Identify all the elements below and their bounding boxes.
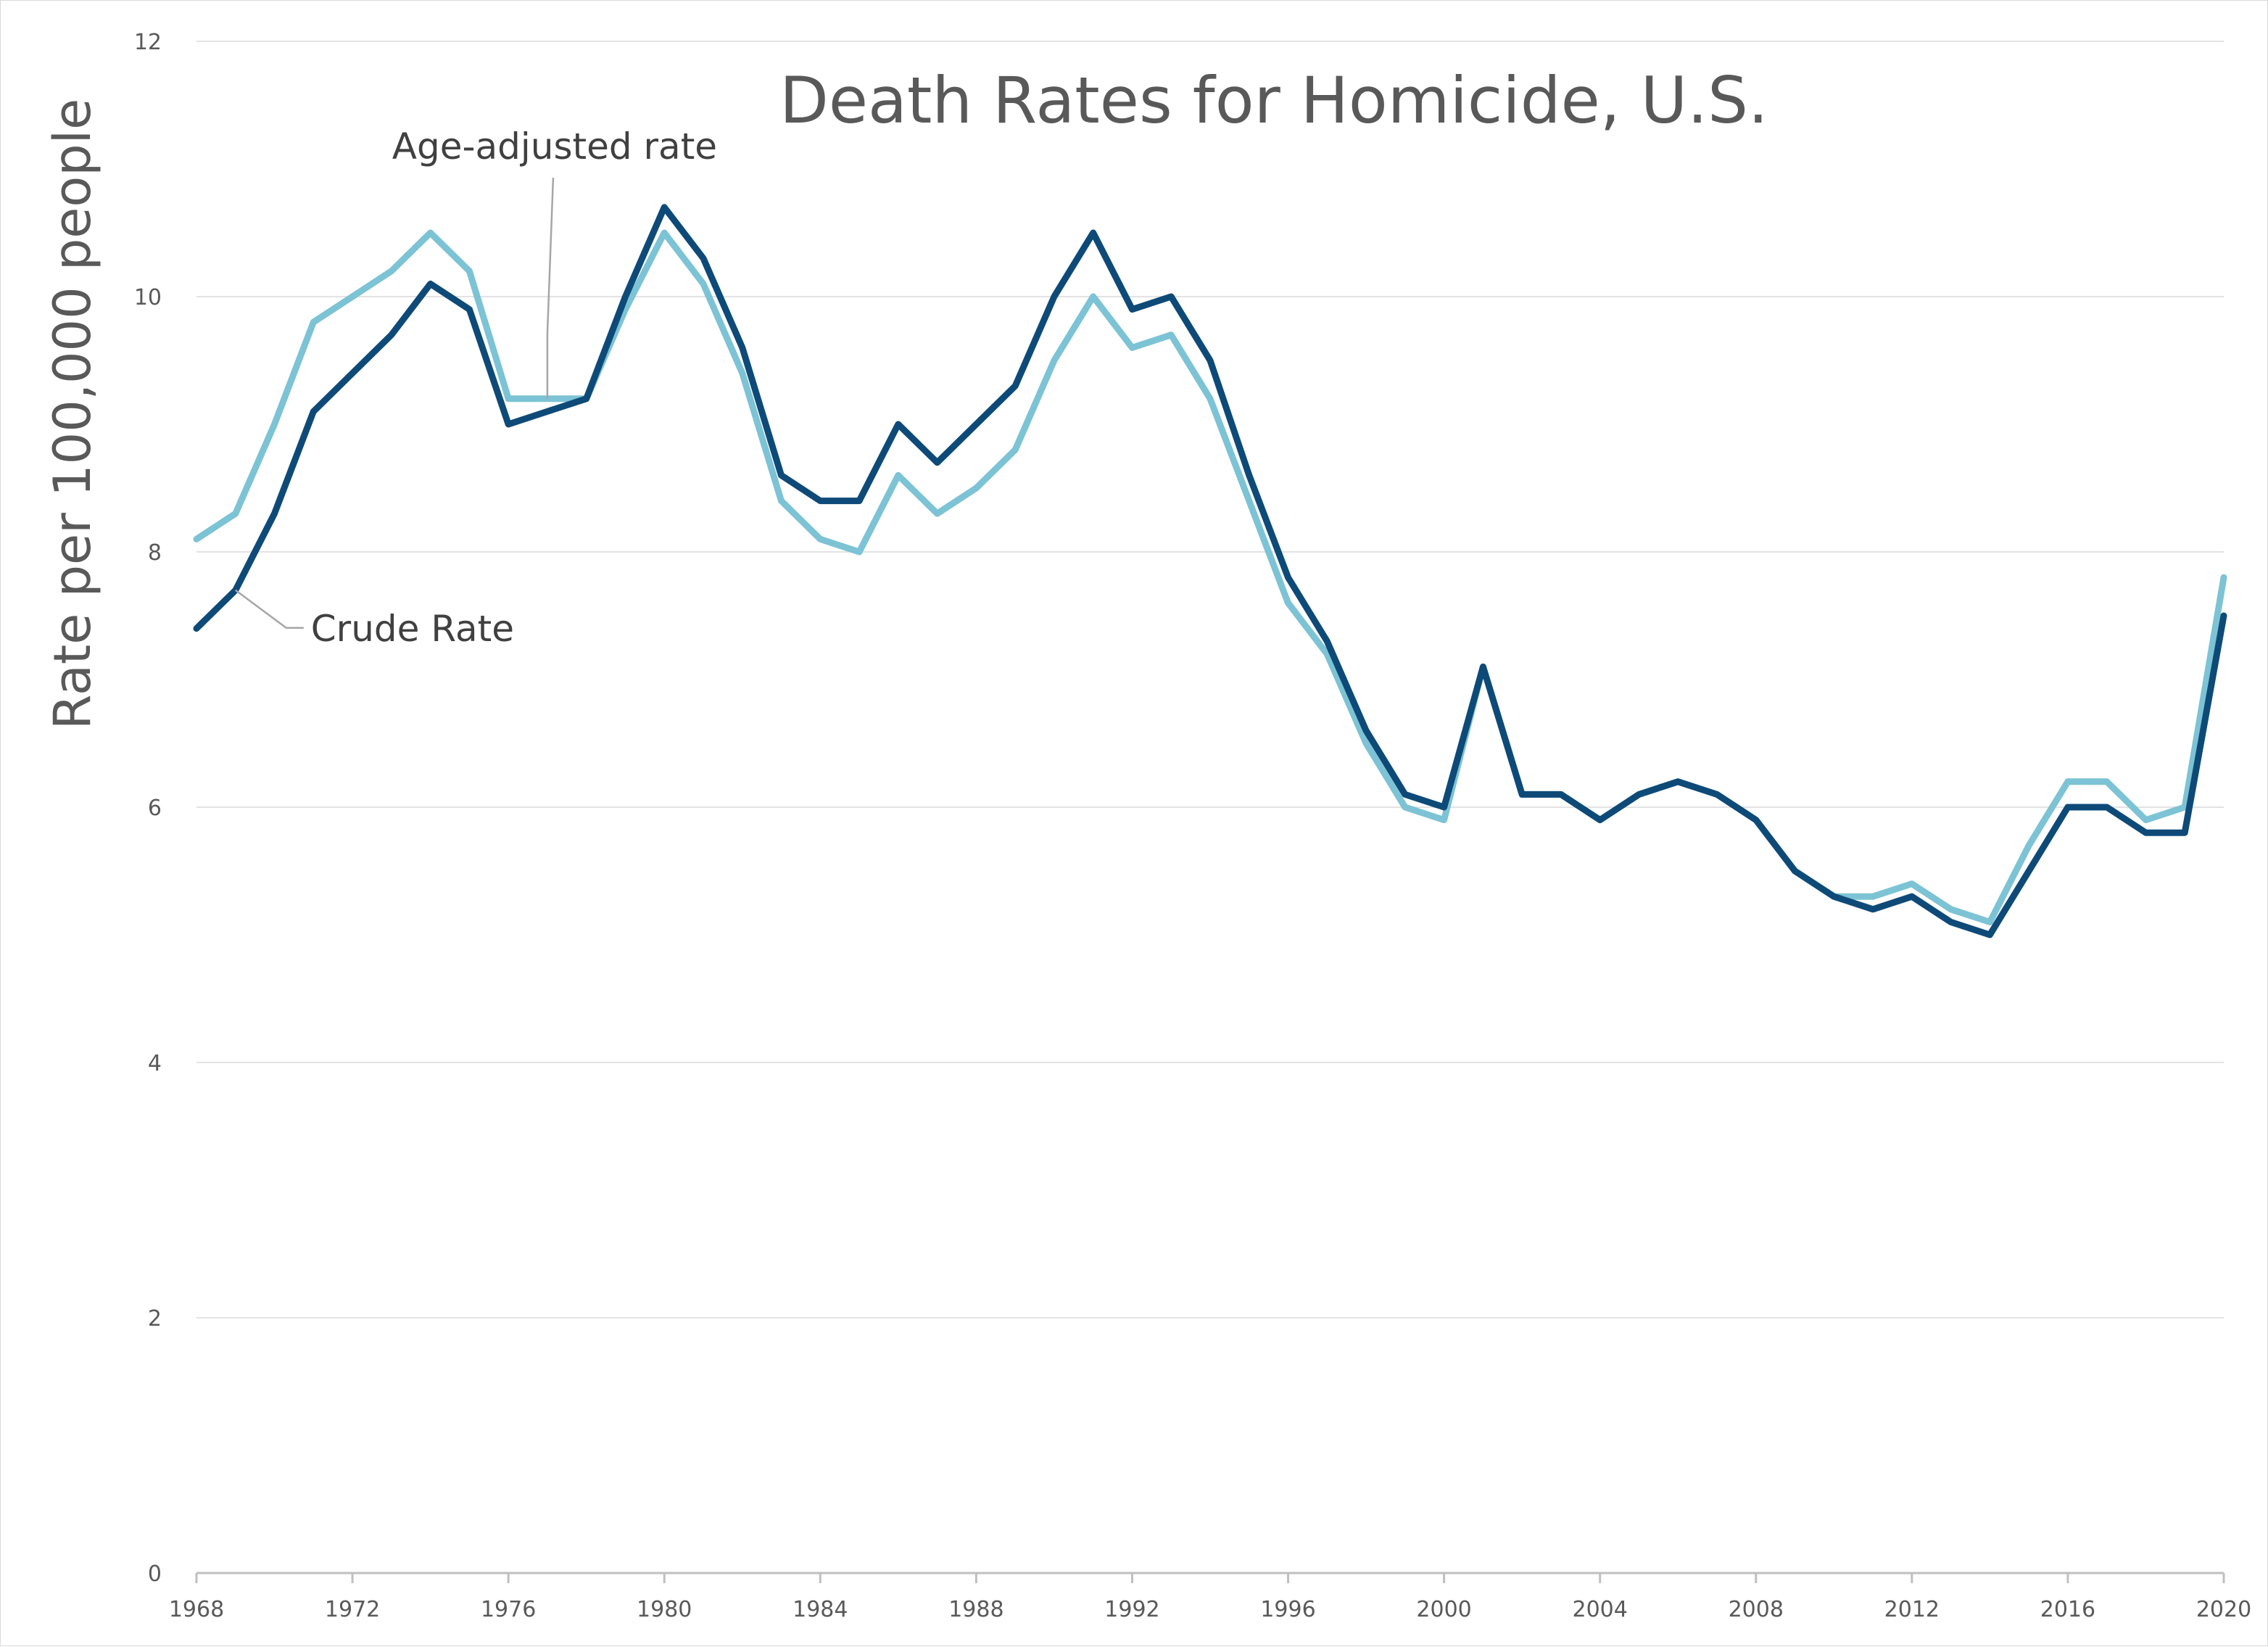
annotation-age-adjusted-rate: Age-adjusted rate: [392, 125, 717, 168]
series-lines: [193, 204, 2227, 938]
x-tick-label: 2000: [1416, 1597, 1471, 1622]
x-tick-label: 1984: [792, 1597, 848, 1622]
gridlines: [196, 41, 2224, 1318]
series-line-age-adjusted-rate: [193, 229, 2227, 925]
x-tick-label: 1996: [1260, 1597, 1315, 1622]
chart-title: Death Rates for Homicide, U.S.: [779, 63, 1768, 138]
annotation-crude-rate: Crude Rate: [311, 608, 514, 650]
y-tick-label: 12: [134, 30, 162, 55]
x-tick-label: 2016: [2040, 1597, 2095, 1622]
x-tick-label: 1968: [169, 1597, 224, 1622]
x-tick-label: 2004: [1573, 1597, 1628, 1622]
x-tick-label: 1992: [1104, 1597, 1159, 1622]
annotations: Age-adjusted rate Crude Rate: [235, 125, 717, 650]
y-tick-label: 8: [148, 540, 162, 566]
y-tick-label: 6: [148, 796, 162, 821]
y-axis-title: Rate per 100,000 people: [43, 99, 102, 730]
x-tick-label: 1976: [481, 1597, 536, 1622]
leader-line-age-adjusted: [546, 177, 555, 399]
series-line-crude-rate: [193, 204, 2227, 938]
y-tick-label: 4: [148, 1051, 162, 1076]
x-tick-label: 1972: [325, 1597, 380, 1622]
y-tick-label: 2: [148, 1306, 162, 1332]
x-tick-label: 1980: [637, 1597, 692, 1622]
leader-line-crude-rate: [235, 589, 304, 630]
x-tick-label: 1988: [948, 1597, 1003, 1622]
x-tick-label: 2012: [1884, 1597, 1940, 1622]
axes: 0 2 4 6 8 10 12 1968 1972 1976 1980 1984 1988 1992 199…: [134, 30, 2251, 1622]
x-tick-label: 2020: [2196, 1597, 2251, 1622]
x-tick-label: 2008: [1729, 1597, 1784, 1622]
y-tick-label: 0: [148, 1561, 162, 1587]
y-tick-label: 10: [134, 285, 162, 310]
